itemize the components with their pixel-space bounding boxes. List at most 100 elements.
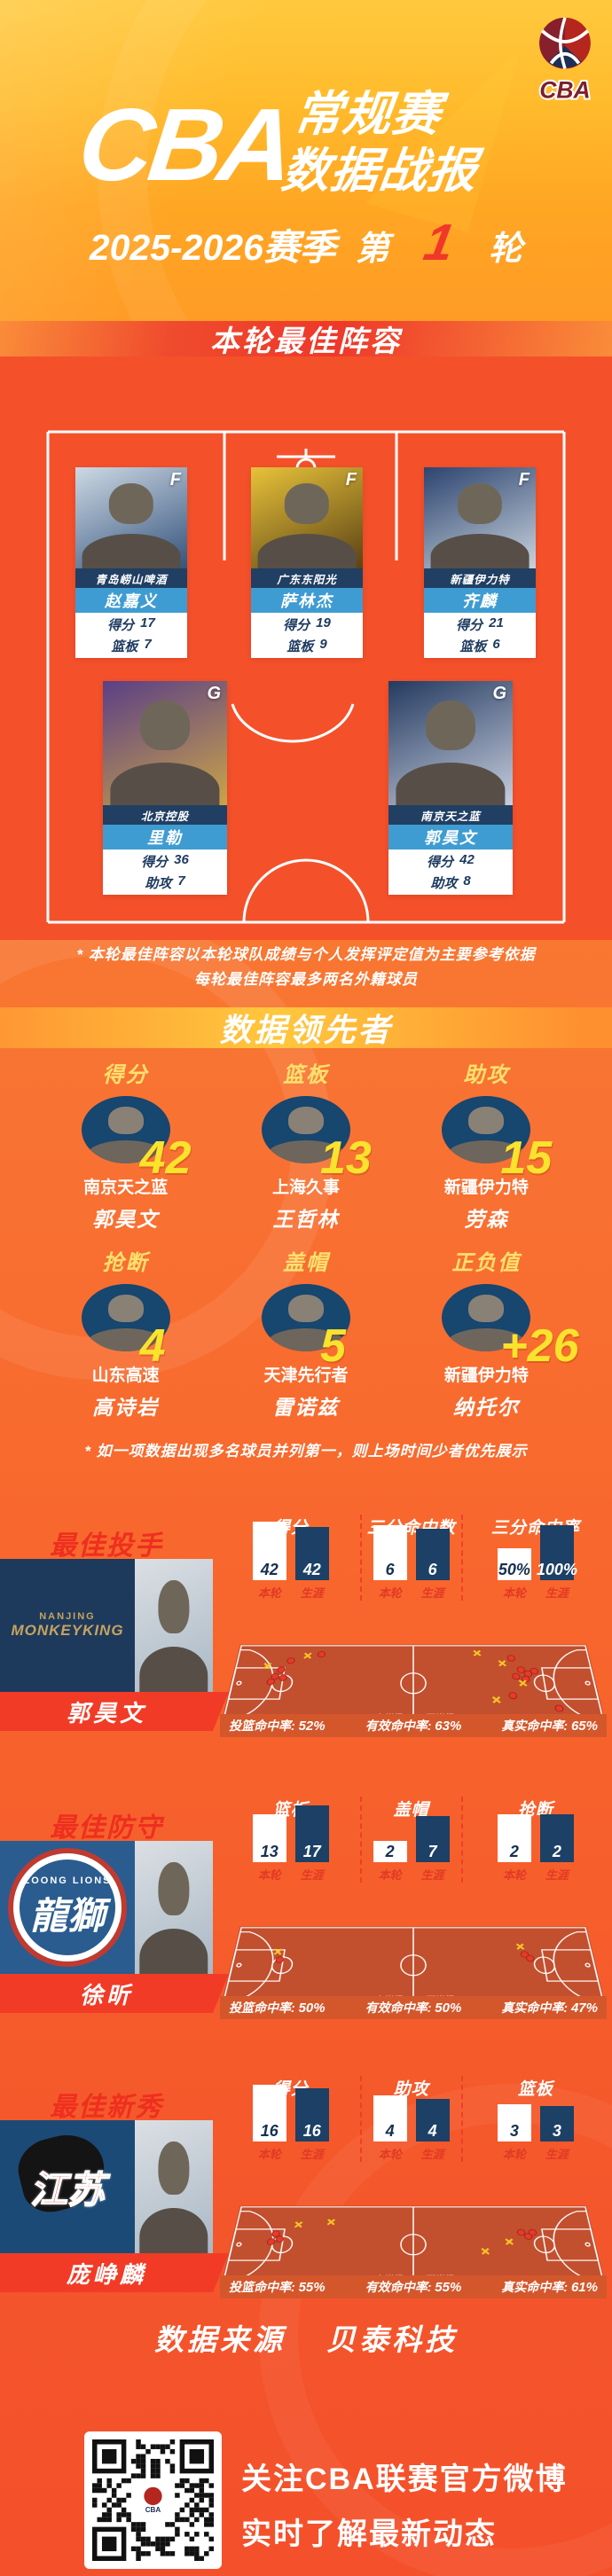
basketball-logo-icon: CBA <box>537 17 592 105</box>
player-team: 广东东阳光 <box>251 568 363 588</box>
career-bar-sublabel: 生涯 <box>545 1586 569 1600</box>
round-bar-sublabel: 本轮 <box>378 2148 402 2161</box>
missed-shot-marker <box>519 1680 526 1686</box>
stat-label: 篮板 <box>111 639 138 654</box>
leader-cell: 抢断 4 山东高速 高诗岩 <box>35 1245 216 1421</box>
stat-value: 36 <box>174 852 189 867</box>
leader-cell: 助攻 15 新疆伊力特 劳森 <box>396 1057 577 1233</box>
shot-chart: 上半场 下半场 <box>220 1619 607 1715</box>
section-best-rookie: 最佳新秀 江苏 庞峥麟 得分 16 本轮 16 生涯 助攻 <box>0 2069 612 2310</box>
leader-team: 南京天之蓝 <box>83 1178 169 1197</box>
player-name: 郭昊文 <box>388 825 513 850</box>
player-photo: F <box>75 467 187 568</box>
leader-team: 山东高速 <box>91 1366 160 1385</box>
round-suffix: 轮 <box>489 231 523 268</box>
position-badge: G <box>492 684 506 703</box>
leader-name: 雷诺兹 <box>272 1396 340 1419</box>
stat-value: 7 <box>177 873 185 889</box>
shooting-pct: 真实命中率: 65% <box>501 1719 598 1734</box>
player-name: 萨林杰 <box>251 588 363 613</box>
stat-group-label: 篮板 <box>272 1801 309 1820</box>
stat-label: 助攻 <box>430 876 458 891</box>
leader-value: 5 <box>319 1320 346 1372</box>
player-photo: F <box>251 467 363 568</box>
svg-text:CBA: CBA <box>145 2506 161 2514</box>
round-career-bars: 得分 42 本轮 42 生涯 三分命中数 6 本轮 6 <box>222 1515 608 1601</box>
stat-group-label: 盖帽 <box>393 1801 429 1820</box>
player-name: 齐麟 <box>424 588 536 613</box>
shooting-pcts-strip: 投篮命中率: 52% 有效命中率: 63% 真实命中率: 65% <box>220 1714 607 1737</box>
position-badge: F <box>169 470 181 489</box>
shot-chart: 上半场 下半场 <box>220 2181 607 2276</box>
team-logo-text: 龍獅 <box>29 1894 105 1937</box>
stat-group: 得分 16 本轮 16 生涯 <box>222 2076 360 2162</box>
leaders-note: * 如一项数据出现多名球员并列第一，则上场时间少者优先展示 <box>84 1443 528 1460</box>
round-bar: 2 <box>373 1841 407 1862</box>
position-badge: F <box>518 470 530 489</box>
player-team: 北京控股 <box>103 805 227 825</box>
career-bar-sublabel: 生涯 <box>420 1868 444 1882</box>
stat-value: 7 <box>144 637 152 652</box>
player-stats: 得分 21 篮板 6 <box>424 613 536 658</box>
career-bar: 16 <box>294 2088 329 2141</box>
round-bar-sublabel: 本轮 <box>502 1868 526 1882</box>
stat-group: 得分 42 本轮 42 生涯 <box>222 1515 360 1601</box>
section-band-best-lineup: 本轮最佳阵容 <box>0 321 612 357</box>
career-bar: 42 <box>294 1527 329 1580</box>
round-bar-sublabel: 本轮 <box>257 1868 281 1882</box>
stat-group-label: 三分命中率 <box>490 1519 580 1538</box>
shooting-pct: 投篮命中率: 52% <box>229 1719 326 1734</box>
decor-shard <box>0 0 266 381</box>
stat-group: 助攻 4 本轮 4 生涯 <box>359 2076 461 2162</box>
stat-label: 得分 <box>283 618 310 633</box>
made-shot-marker <box>318 1652 326 1657</box>
data-leaders-grid: 得分 42 南京天之蓝 郭昊文 篮板 13 上海久事 王哲林 助攻 15 新疆伊… <box>35 1057 579 1421</box>
leader-cell: 盖帽 5 天津先行者 雷诺兹 <box>216 1245 396 1421</box>
shooting-pct: 投篮命中率: 55% <box>229 2280 326 2295</box>
shooting-pct: 真实命中率: 47% <box>501 2001 598 2016</box>
footer-line-1: 关注CBA联赛官方微博 <box>241 2462 568 2496</box>
leader-team: 上海久事 <box>271 1178 340 1197</box>
made-shot-marker <box>517 1667 525 1673</box>
section-title: 最佳防守 <box>50 1813 163 1843</box>
round-prefix: 第 <box>355 231 389 268</box>
section-title: 最佳新秀 <box>50 2093 163 2122</box>
player-name-banner: 徐昕 <box>0 1974 229 2013</box>
leader-category: 得分 <box>102 1063 149 1087</box>
round-bar-sublabel: 本轮 <box>502 2148 526 2161</box>
player-photo: G <box>388 681 513 805</box>
round-number: 1 <box>420 214 459 271</box>
stat-value: 6 <box>492 637 500 652</box>
player-photo: G <box>103 681 227 805</box>
made-shot-marker <box>509 1693 517 1699</box>
stat-value: 8 <box>463 873 471 889</box>
stat-value: 21 <box>489 615 504 630</box>
stat-group-label: 助攻 <box>393 2080 429 2099</box>
round-bar: 6 <box>373 1525 407 1580</box>
lineup-player-card: G 北京控股 里勒 得分 36 助攻 7 <box>103 681 227 895</box>
season-line: 2025-2026赛季 第 1 轮 <box>0 213 612 272</box>
round-bar: 42 <box>252 1522 286 1580</box>
made-shot-marker <box>524 1671 532 1677</box>
shooting-pct: 投篮命中率: 50% <box>229 2001 326 2016</box>
made-shot-marker <box>530 1668 538 1674</box>
data-source-label: 数据来源 <box>154 2323 286 2356</box>
team-logo: LOONG LIONS 龍獅 <box>0 1841 135 1974</box>
round-bar: 4 <box>373 2095 407 2141</box>
stat-group: 篮板 13 本轮 17 生涯 <box>222 1797 360 1883</box>
shooting-pct: 有效命中率: 63% <box>365 1719 462 1734</box>
player-stats: 得分 19 篮板 9 <box>251 613 363 658</box>
player-silhouette <box>135 1841 213 1974</box>
leader-avatar: +26 <box>442 1284 579 1372</box>
shooting-pct: 真实命中率: 61% <box>501 2280 598 2295</box>
lineup-player-card: F 广东东阳光 萨林杰 得分 19 篮板 9 <box>251 467 363 658</box>
leader-cell: 篮板 13 上海久事 王哲林 <box>216 1057 396 1233</box>
team-logo-text: MONKEYKING <box>11 1622 124 1639</box>
round-bar: 13 <box>252 1814 286 1862</box>
cba-league-logo: CBA <box>530 12 600 110</box>
stat-label: 得分 <box>107 618 135 633</box>
stat-group-label: 得分 <box>272 2080 309 2099</box>
career-bar: 100% <box>537 1525 577 1580</box>
qr-center-logo <box>144 2486 162 2506</box>
stat-value: 9 <box>319 637 327 652</box>
